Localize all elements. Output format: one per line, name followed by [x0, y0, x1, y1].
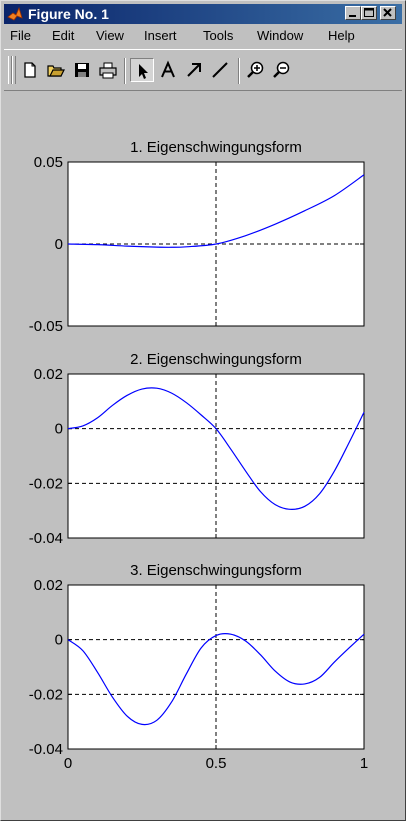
toolbar-grip[interactable] — [12, 56, 16, 84]
open-file-button[interactable] — [44, 58, 68, 82]
window-title: Figure No. 1 — [28, 6, 109, 22]
y-tick-label: 0 — [55, 632, 63, 649]
series-line — [67, 387, 365, 510]
title-bar[interactable]: Figure No. 1 — [4, 4, 402, 24]
print-icon — [99, 62, 117, 79]
print-button[interactable] — [96, 58, 120, 82]
insert-line-button[interactable] — [208, 58, 232, 82]
matlab-logo-icon — [7, 6, 23, 21]
series-line — [67, 174, 365, 248]
toolbar-separator — [238, 58, 240, 84]
line-tool-icon — [212, 62, 228, 78]
toolbar-grip[interactable] — [8, 56, 12, 84]
save-icon — [75, 63, 89, 77]
x-tick-label: 1 — [360, 755, 368, 772]
insert-text-button[interactable] — [156, 58, 180, 82]
minimize-icon — [349, 15, 356, 17]
close-button[interactable] — [380, 6, 396, 20]
menu-insert[interactable]: Insert — [144, 28, 177, 43]
y-tick-label: 0 — [55, 236, 63, 253]
y-tick-label: -0.04 — [29, 741, 63, 758]
maximize-icon — [364, 8, 374, 17]
menu-view[interactable]: View — [96, 28, 124, 43]
zoom-in-button[interactable] — [244, 58, 268, 82]
subplot-title: 3. Eigenschwingungsform — [130, 562, 302, 579]
y-tick-label: 0.02 — [34, 577, 63, 594]
subplot-title: 1. Eigenschwingungsform — [130, 139, 302, 156]
new-figure-button[interactable] — [18, 58, 42, 82]
text-tool-icon — [161, 60, 175, 78]
series-line — [67, 633, 365, 726]
maximize-button[interactable] — [361, 6, 377, 20]
y-tick-label: 0.02 — [34, 366, 63, 383]
arrow-pointer-icon — [139, 64, 148, 79]
arrow-tool-icon — [187, 63, 201, 77]
y-tick-label: -0.05 — [29, 318, 63, 335]
y-tick-label: 0 — [55, 421, 63, 438]
zoom-in-icon — [247, 61, 264, 78]
insert-arrow-button[interactable] — [182, 58, 206, 82]
select-button[interactable] — [130, 58, 154, 82]
menu-edit[interactable]: Edit — [52, 28, 75, 43]
new-file-icon — [24, 62, 36, 78]
zoom-out-button[interactable] — [270, 58, 294, 82]
zoom-out-icon — [273, 61, 290, 78]
menu-tools[interactable]: Tools — [203, 28, 234, 43]
x-tick-label: 0 — [64, 755, 72, 772]
menu-file[interactable]: File — [10, 28, 31, 43]
y-tick-label: -0.04 — [29, 530, 63, 547]
save-button[interactable] — [70, 58, 94, 82]
y-tick-label: -0.02 — [29, 686, 63, 703]
menu-bar: File Edit View Insert Tools Window Help — [4, 26, 402, 46]
x-tick-label: 0.5 — [206, 755, 227, 772]
y-tick-label: 0.05 — [34, 154, 63, 171]
toolbar-separator — [124, 58, 126, 84]
open-folder-icon — [47, 65, 65, 77]
subplot-title: 2. Eigenschwingungsform — [130, 351, 302, 368]
y-tick-label: -0.02 — [29, 475, 63, 492]
minimize-button[interactable] — [345, 6, 361, 20]
toolbar — [4, 49, 402, 91]
menu-window[interactable]: Window — [257, 28, 304, 43]
close-icon — [383, 8, 392, 17]
menu-help[interactable]: Help — [328, 28, 355, 43]
